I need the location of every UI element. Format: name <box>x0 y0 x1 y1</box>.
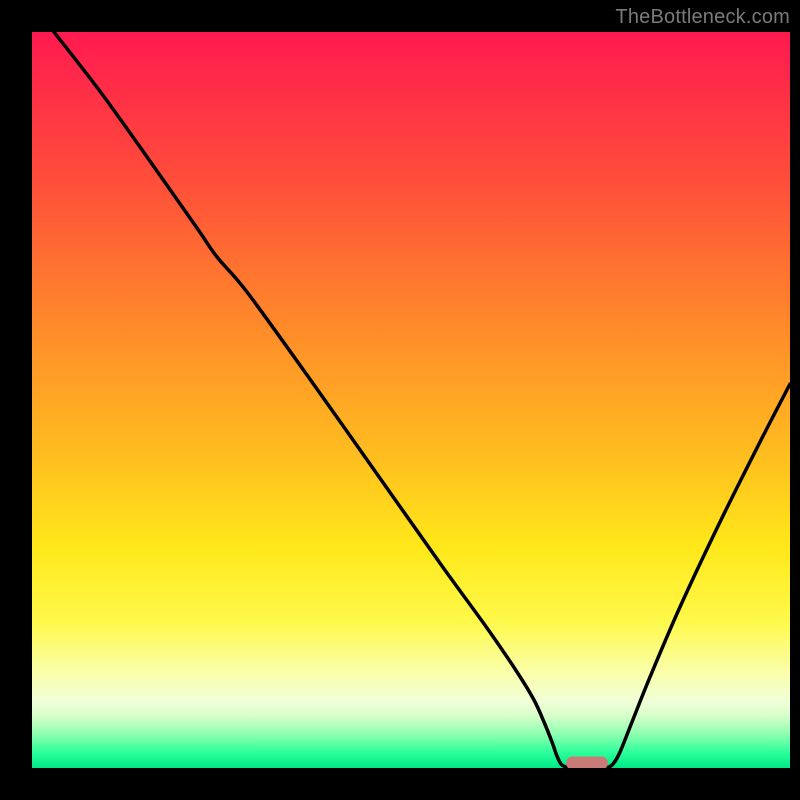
plot-area <box>32 32 790 768</box>
optimal-marker <box>566 757 608 769</box>
bottleneck-chart-svg <box>32 32 790 768</box>
site-watermark: TheBottleneck.com <box>615 6 790 29</box>
gradient-background <box>32 32 790 768</box>
chart-frame: TheBottleneck.com <box>0 0 800 800</box>
